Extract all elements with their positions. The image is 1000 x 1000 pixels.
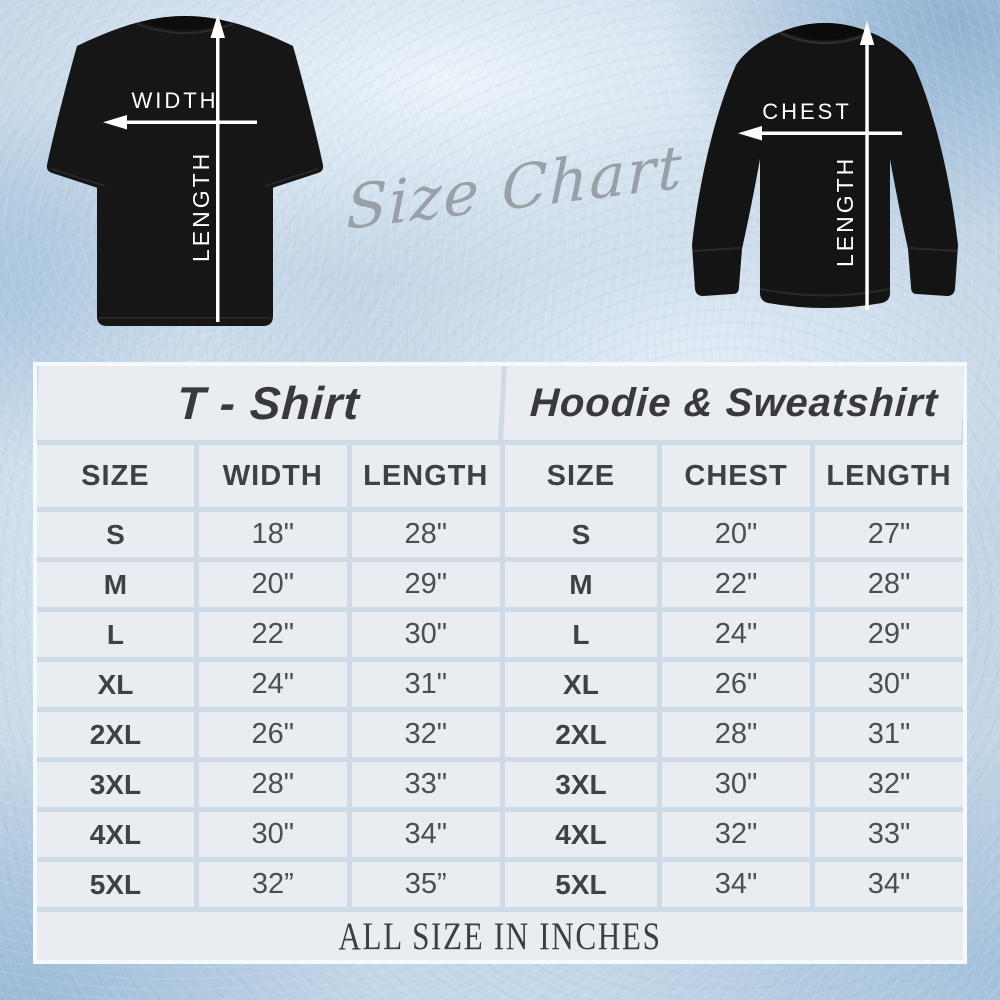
- tshirt-row-6-col-1: 30": [198, 812, 347, 857]
- hoodie-row-7-col-2: 34": [815, 862, 963, 907]
- hoodie-row-7-col-1: 34": [662, 862, 811, 907]
- sweatshirt-photo: CHEST LENGTH: [692, 21, 958, 310]
- hoodie-row-3-col-2: 30": [815, 662, 963, 707]
- hoodie-row-6-col-1: 32": [662, 812, 811, 857]
- tshirt-collar: [140, 16, 230, 30]
- tshirt-row-7-col-0: 5XL: [37, 862, 194, 907]
- width-arrow: [103, 115, 257, 130]
- tshirt-row-4-col-0: 2XL: [37, 712, 194, 757]
- hoodie-row-1-col-1: 22": [662, 562, 811, 607]
- sweatshirt-silhouette: [692, 23, 958, 308]
- tshirt-length-label: LENGTH: [188, 151, 214, 262]
- tshirt-row-0-col-1: 18": [198, 512, 347, 557]
- hoodie-header-length: LENGTH: [815, 445, 963, 507]
- tshirt-row-4-col-1: 26": [198, 712, 347, 757]
- tshirt-row-2-col-0: L: [37, 612, 194, 657]
- hoodie-row-5-col-0: 3XL: [504, 762, 658, 807]
- tshirt-row-5-col-0: 3XL: [37, 762, 194, 807]
- tshirt-row-7-col-1: 32”: [198, 862, 347, 907]
- footer-note-text: ALL SIZE IN INCHES: [338, 914, 662, 958]
- hoodie-row-2-col-0: L: [504, 612, 658, 657]
- hoodie-row-4-col-2: 31": [815, 712, 963, 757]
- tshirt-row-3-col-1: 24": [198, 662, 347, 707]
- hoodie-row-2-col-1: 24": [662, 612, 811, 657]
- tshirt-photo: WIDTH LENGTH: [46, 14, 324, 326]
- sweatshirt-collar-seam: [779, 31, 871, 45]
- tshirt-header-size: SIZE: [37, 445, 194, 507]
- tshirt-silhouette: [46, 16, 324, 326]
- hoodie-row-1-col-0: M: [504, 562, 658, 607]
- tshirt-sleeve-seams: [51, 168, 319, 319]
- length-arrow: [210, 14, 225, 322]
- size-chart-panel: T - Shirt Hoodie & Sweatshirt SIZE WIDTH…: [33, 362, 967, 964]
- tshirt-row-5-col-1: 28": [198, 762, 347, 807]
- tshirt-row-3-col-2: 31": [351, 662, 500, 707]
- hoodie-row-5-col-1: 30": [662, 762, 811, 807]
- tshirt-row-7-col-2: 35”: [351, 862, 500, 907]
- hoodie-row-0-col-2: 27": [815, 512, 963, 557]
- tshirt-header-length: LENGTH: [351, 445, 500, 507]
- hoodie-header-chest: CHEST: [662, 445, 811, 507]
- tshirt-row-2-col-2: 30": [351, 612, 500, 657]
- hoodie-row-6-col-2: 33": [815, 812, 963, 857]
- hoodie-row-6-col-0: 4XL: [504, 812, 658, 857]
- chest-label: CHEST: [762, 99, 852, 124]
- hoodie-row-3-col-1: 26": [662, 662, 811, 707]
- tshirt-row-1-col-0: M: [37, 562, 194, 607]
- tshirt-row-1-col-2: 29": [351, 562, 500, 607]
- tshirt-table-title: T - Shirt: [35, 366, 502, 440]
- tshirt-row-5-col-2: 33": [351, 762, 500, 807]
- tshirt-row-0-col-2: 28": [351, 512, 500, 557]
- hoodie-row-7-col-0: 5XL: [504, 862, 658, 907]
- sweatshirt-collar: [783, 23, 867, 40]
- hoodie-row-5-col-2: 32": [815, 762, 963, 807]
- hoodie-row-4-col-1: 28": [662, 712, 811, 757]
- tshirt-row-1-col-1: 20": [198, 562, 347, 607]
- hoodie-row-1-col-2: 28": [815, 562, 963, 607]
- width-label: WIDTH: [131, 88, 218, 113]
- tshirt-row-3-col-0: XL: [37, 662, 194, 707]
- hoodie-row-2-col-2: 29": [815, 612, 963, 657]
- length-arrow: [859, 21, 875, 310]
- tshirt-row-6-col-0: 4XL: [37, 812, 194, 857]
- hoodie-row-3-col-0: XL: [504, 662, 658, 707]
- hoodie-header-size: SIZE: [504, 445, 658, 507]
- footer-note: ALL SIZE IN INCHES: [37, 912, 963, 960]
- hoodie-row-4-col-0: 2XL: [504, 712, 658, 757]
- tshirt-row-0-col-0: S: [37, 512, 194, 557]
- hoodie-table-title: Hoodie & Sweatshirt: [502, 366, 965, 440]
- tshirt-row-4-col-2: 32": [351, 712, 500, 757]
- tshirt-row-6-col-2: 34": [351, 812, 500, 857]
- hoodie-row-0-col-0: S: [504, 512, 658, 557]
- size-grid: T - Shirt Hoodie & Sweatshirt SIZE WIDTH…: [35, 366, 965, 960]
- tshirt-header-width: WIDTH: [198, 445, 347, 507]
- tshirt-row-2-col-1: 22": [198, 612, 347, 657]
- sweatshirt-length-label: LENGTH: [832, 156, 858, 267]
- chest-arrow: [738, 126, 902, 141]
- sweatshirt-rib-seams: [692, 247, 958, 297]
- hoodie-row-0-col-1: 20": [662, 512, 811, 557]
- tshirt-collar-seam: [136, 23, 234, 34]
